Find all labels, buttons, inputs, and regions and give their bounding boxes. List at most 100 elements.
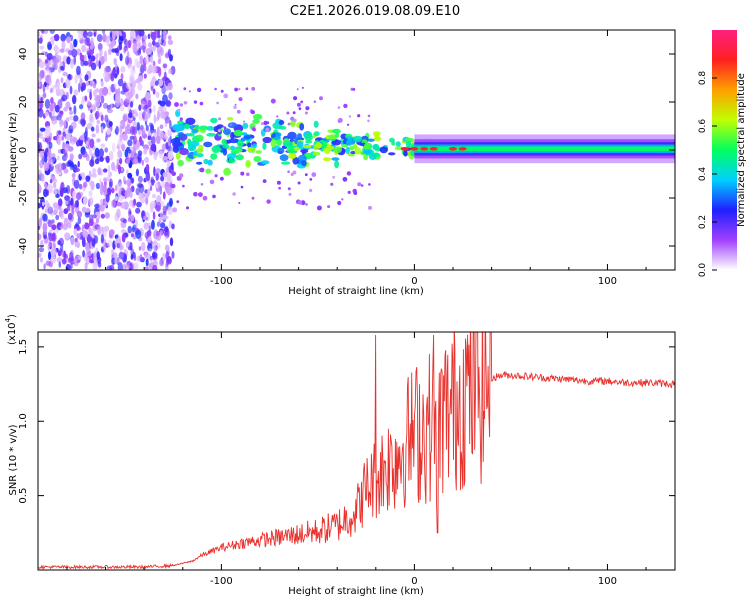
noise-blob <box>73 258 78 263</box>
halo-dot <box>212 194 216 199</box>
halo-dot <box>352 88 356 91</box>
noise-blob <box>51 224 57 231</box>
noise-blob <box>65 148 68 153</box>
noise-blob <box>85 81 90 87</box>
signal-blob <box>223 128 231 136</box>
noise-blob <box>57 240 61 246</box>
noise-blob <box>82 119 86 126</box>
noise-blob <box>69 251 74 261</box>
noise-blob <box>168 68 173 75</box>
signal-blob <box>247 142 252 148</box>
noise-blob <box>46 52 53 61</box>
noise-blob <box>49 30 55 34</box>
noise-blob <box>167 82 173 91</box>
noise-blob <box>38 217 43 227</box>
noise-blob <box>87 100 91 106</box>
halo-dot <box>246 172 250 177</box>
noise-blob <box>128 262 133 270</box>
halo-dot <box>179 173 184 178</box>
halo-dot <box>216 101 220 105</box>
noise-blob <box>99 203 105 212</box>
noise-blob <box>102 72 107 78</box>
noise-blob <box>107 165 111 175</box>
noise-blob <box>110 103 113 110</box>
halo-dot <box>245 87 249 91</box>
snr-y-tick-label: 0.5 <box>18 488 29 504</box>
noise-blob <box>127 208 132 218</box>
halo-dot <box>311 172 317 178</box>
halo-dot <box>293 96 298 101</box>
noise-blob <box>89 259 94 264</box>
halo-dot <box>236 109 241 114</box>
halo-dot <box>347 190 351 194</box>
halo-dot <box>234 87 239 92</box>
noise-blob <box>159 130 164 140</box>
signal-blob <box>314 142 322 149</box>
noise-blob <box>157 30 160 39</box>
halo-dot <box>338 117 343 123</box>
noise-blob <box>57 222 62 227</box>
noise-blob <box>140 197 146 203</box>
noise-blob <box>84 95 88 102</box>
noise-blob <box>147 188 151 196</box>
halo-dot <box>232 192 236 196</box>
noise-blob <box>56 82 61 90</box>
signal-blob <box>210 117 218 124</box>
halo-dot <box>316 205 322 211</box>
noise-blob <box>52 176 56 182</box>
halo-dot <box>309 178 313 181</box>
signal-blob <box>278 120 285 125</box>
signal-blob <box>303 144 312 149</box>
snr-plot-area <box>38 332 675 570</box>
halo-dot <box>217 129 221 133</box>
noise-blob <box>165 185 170 193</box>
noise-blob <box>50 36 55 46</box>
noise-blob <box>124 97 131 103</box>
noise-blob <box>75 192 82 201</box>
snr-multiplier-close: ) <box>7 314 18 318</box>
noise-blob <box>55 214 60 221</box>
noise-blob <box>139 254 143 262</box>
noise-blob <box>106 239 113 247</box>
snr-frame <box>37 331 676 571</box>
noise-blob <box>149 185 153 191</box>
noise-blob <box>120 66 126 73</box>
halo-dot <box>177 108 181 113</box>
noise-blob <box>38 81 41 88</box>
signal-blob <box>368 153 377 160</box>
noise-blob <box>162 205 167 214</box>
noise-blob <box>57 250 62 257</box>
noise-blob <box>140 124 144 131</box>
noise-blob <box>82 250 85 258</box>
halo-dot <box>308 188 313 193</box>
signal-blob <box>253 156 262 163</box>
noise-blob <box>106 38 110 47</box>
signal-blob <box>188 143 195 152</box>
noise-blob <box>83 181 88 188</box>
noise-blob <box>156 243 161 249</box>
noise-blob <box>43 162 50 172</box>
noise-blob <box>152 40 156 46</box>
noise-blob <box>151 193 157 199</box>
noise-blob <box>119 133 123 142</box>
noise-blob <box>151 136 156 146</box>
noise-blob <box>127 39 132 49</box>
halo-dot <box>347 123 350 126</box>
halo-dot <box>234 103 237 106</box>
noise-blob <box>102 243 107 251</box>
noise-blob <box>102 33 107 43</box>
noise-blob <box>135 207 141 214</box>
noise-blob <box>62 187 68 194</box>
noise-blob <box>99 156 104 162</box>
noise-blob <box>144 266 149 270</box>
noise-blob <box>144 252 148 259</box>
halo-dot <box>251 86 256 91</box>
noise-blob <box>73 55 76 66</box>
noise-blob <box>76 210 83 218</box>
noise-blob <box>100 143 106 148</box>
noise-blob <box>54 44 58 53</box>
halo-dot <box>218 117 222 121</box>
noise-blob <box>76 48 81 56</box>
noise-blob <box>169 119 172 130</box>
noise-blob <box>150 256 153 264</box>
